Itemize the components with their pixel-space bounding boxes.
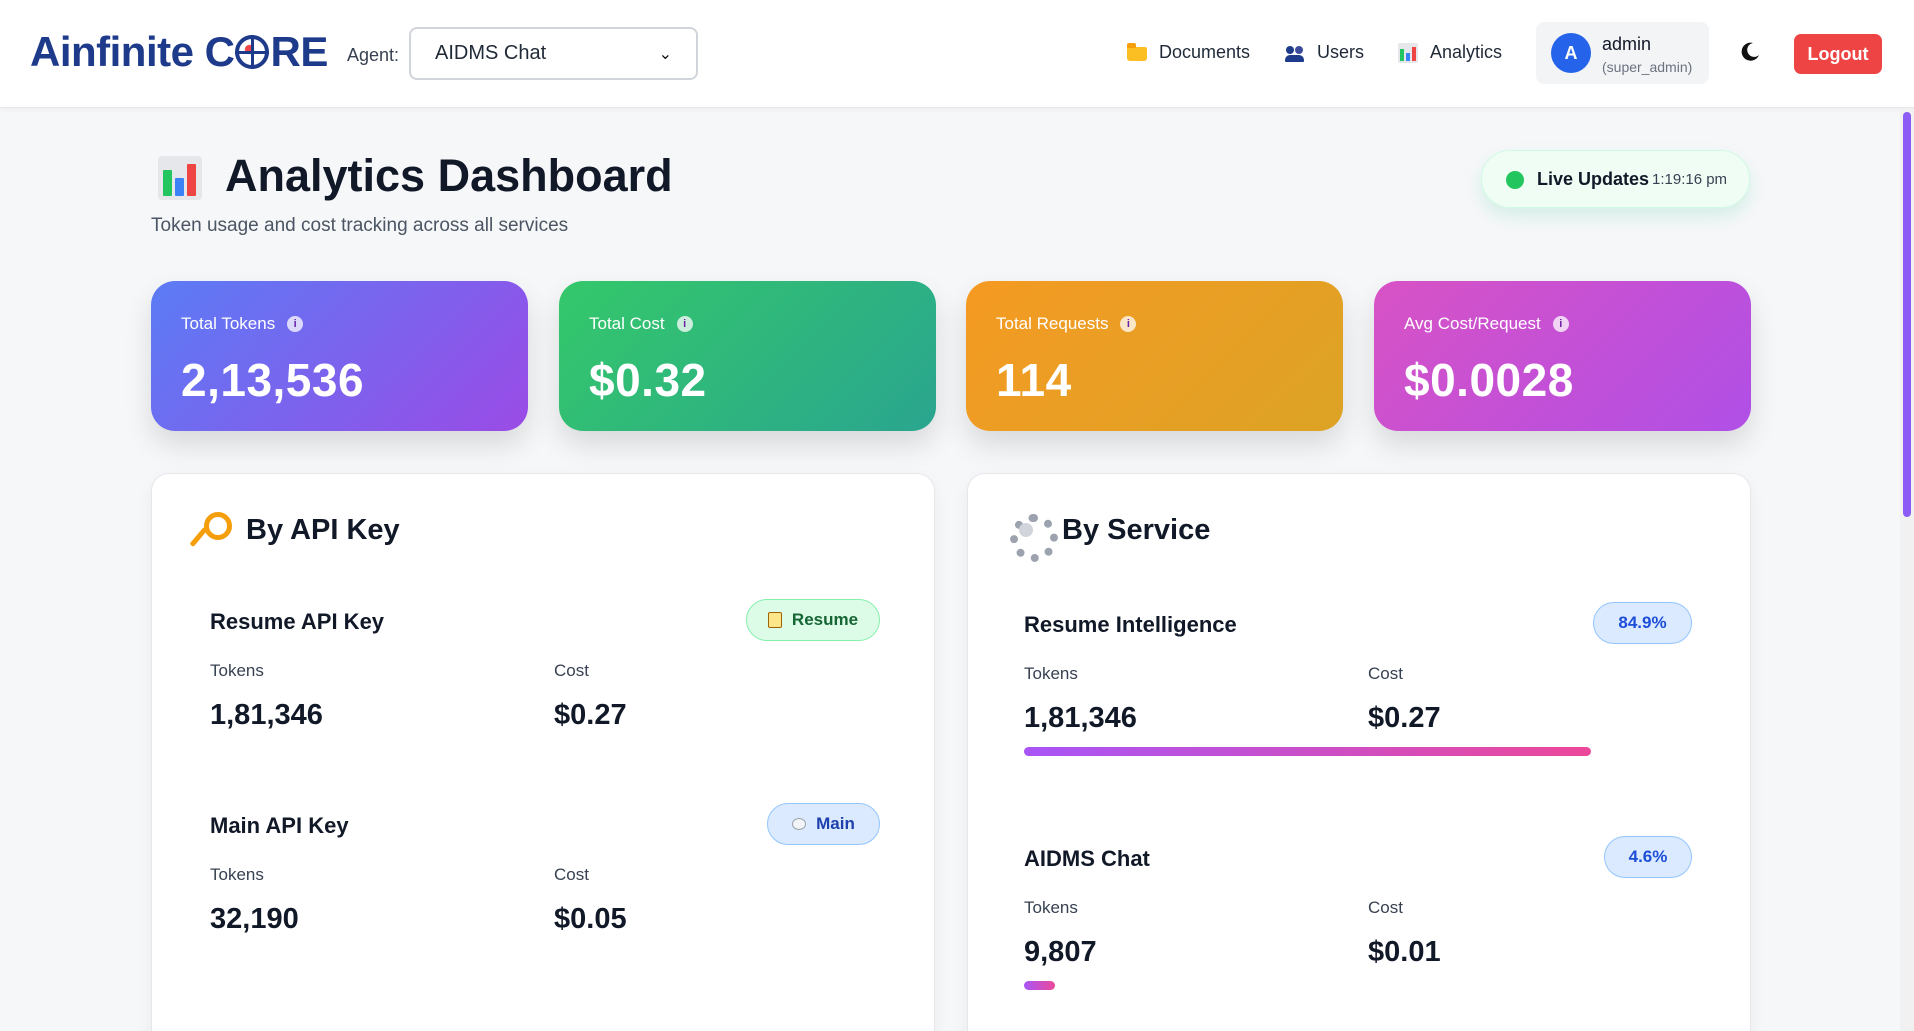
badge-label: Main <box>816 814 855 833</box>
nav-analytics-label: Analytics <box>1430 42 1503 62</box>
cost-value: $0.01 <box>1368 936 1441 968</box>
api-key-name: Main API Key <box>210 813 349 838</box>
page-title: Analytics Dashboard <box>225 150 673 201</box>
cost-value: $0.27 <box>1368 702 1441 734</box>
service-entry-resume-intelligence: Resume Intelligence 84.9% Tokens 1,81,34… <box>1024 602 1696 772</box>
users-icon <box>1285 43 1305 63</box>
live-updates-label: Live Updates <box>1537 169 1650 189</box>
globe-icon <box>235 35 270 69</box>
cost-label: Cost <box>1368 664 1403 683</box>
info-icon[interactable]: i <box>1120 316 1137 332</box>
logo-text: Ainfinite C <box>30 28 235 75</box>
top-navigation-bar: Ainfinite C RE Agent: AIDMS Chat ⌄ Docume… <box>0 0 1914 108</box>
cost-value: $0.05 <box>554 903 627 935</box>
agent-selected-value: AIDMS Chat <box>435 42 547 64</box>
tokens-label: Tokens <box>210 865 264 884</box>
tokens-value: 1,81,346 <box>1024 702 1137 734</box>
service-percent-badge: 4.6% <box>1604 836 1692 878</box>
stat-label: Total Cost <box>589 314 665 333</box>
user-name: admin <box>1602 34 1652 54</box>
badge-label: Resume <box>791 610 859 629</box>
nav-analytics[interactable]: Analytics <box>1398 42 1502 63</box>
scrollbar[interactable] <box>1900 108 1914 1031</box>
panel-heading: By API Key <box>190 510 400 550</box>
stat-value: 2,13,536 <box>181 354 365 406</box>
service-entry-aidms-chat: AIDMS Chat 4.6% Tokens 9,807 Cost $0.01 <box>1024 836 1696 1006</box>
info-icon[interactable]: i <box>1552 316 1569 332</box>
tokens-value: 9,807 <box>1024 936 1097 968</box>
cost-label: Cost <box>1368 898 1403 917</box>
by-service-panel: By Service Resume Intelligence 84.9% Tok… <box>967 473 1751 1031</box>
service-percent-badge: 84.9% <box>1593 602 1692 644</box>
api-key-entry-resume: Resume API Key Resume Tokens 1,81,346 Co… <box>210 599 900 749</box>
nav-documents-label: Documents <box>1159 42 1251 62</box>
user-role: (super_admin) <box>1602 59 1693 75</box>
cost-label: Cost <box>554 865 589 884</box>
api-key-name: Resume API Key <box>210 609 385 634</box>
scrollbar-thumb[interactable] <box>1903 112 1911 517</box>
stat-card-total-tokens: Total Tokens i 2,13,536 <box>151 281 528 431</box>
api-key-badge-main: Main <box>767 803 880 845</box>
user-menu[interactable]: A admin (super_admin) <box>1536 22 1709 84</box>
stat-card-total-requests: Total Requests i 114 <box>966 281 1343 431</box>
speech-bubble-icon <box>792 818 807 830</box>
stat-card-avg-cost-request: Avg Cost/Request i $0.0028 <box>1374 281 1751 431</box>
clipboard-icon <box>767 612 782 628</box>
key-icon <box>190 510 232 550</box>
cost-value: $0.27 <box>554 699 627 731</box>
panel-title: By Service <box>1062 513 1211 546</box>
stat-value: $0.32 <box>589 354 707 406</box>
tokens-label: Tokens <box>1024 664 1078 683</box>
stat-label: Avg Cost/Request <box>1404 314 1541 333</box>
page-subtitle: Token usage and cost tracking across all… <box>151 215 569 236</box>
cost-label: Cost <box>554 661 589 680</box>
logo-text-end: RE <box>270 28 328 75</box>
nav-users-label: Users <box>1317 42 1365 62</box>
panel-title: By API Key <box>246 513 400 546</box>
chevron-down-icon: ⌄ <box>658 45 672 63</box>
logout-button[interactable]: Logout <box>1794 34 1882 74</box>
service-name: AIDMS Chat <box>1024 846 1150 871</box>
info-icon[interactable]: i <box>287 316 304 332</box>
moon-icon[interactable] <box>1738 40 1762 64</box>
stat-label: Total Tokens <box>181 314 276 333</box>
agent-select[interactable]: AIDMS Chat ⌄ <box>409 27 698 80</box>
stat-value: 114 <box>996 354 1072 406</box>
tokens-label: Tokens <box>210 661 264 680</box>
service-name: Resume Intelligence <box>1024 612 1237 637</box>
gear-icon <box>1006 510 1058 562</box>
agent-label: Agent: <box>347 45 400 65</box>
api-key-entry-main: Main API Key Main Tokens 32,190 Cost $0.… <box>210 803 900 953</box>
service-share-bar <box>1024 981 1055 990</box>
service-share-bar <box>1024 747 1591 756</box>
chart-icon <box>1398 42 1418 63</box>
by-api-key-panel: By API Key Resume API Key Resume Tokens … <box>151 473 935 1031</box>
nav-documents[interactable]: Documents <box>1127 42 1250 63</box>
live-updates-indicator: Live Updates 1:19:16 pm <box>1481 150 1750 208</box>
app-logo[interactable]: Ainfinite C RE <box>30 28 328 76</box>
live-updates-time: 1:19:16 pm <box>1652 171 1728 188</box>
live-status-dot <box>1506 171 1524 189</box>
nav-users[interactable]: Users <box>1285 42 1364 63</box>
panel-heading: By Service <box>1006 510 1211 562</box>
stat-value: $0.0028 <box>1404 354 1574 406</box>
info-icon[interactable]: i <box>676 316 693 332</box>
api-key-badge-resume: Resume <box>746 599 880 641</box>
chart-icon <box>158 156 202 200</box>
tokens-label: Tokens <box>1024 898 1078 917</box>
avatar: A <box>1551 33 1591 73</box>
stat-card-total-cost: Total Cost i $0.32 <box>559 281 936 431</box>
stat-label: Total Requests <box>996 314 1109 333</box>
folder-icon <box>1127 42 1147 61</box>
tokens-value: 1,81,346 <box>210 699 323 731</box>
tokens-value: 32,190 <box>210 903 299 935</box>
